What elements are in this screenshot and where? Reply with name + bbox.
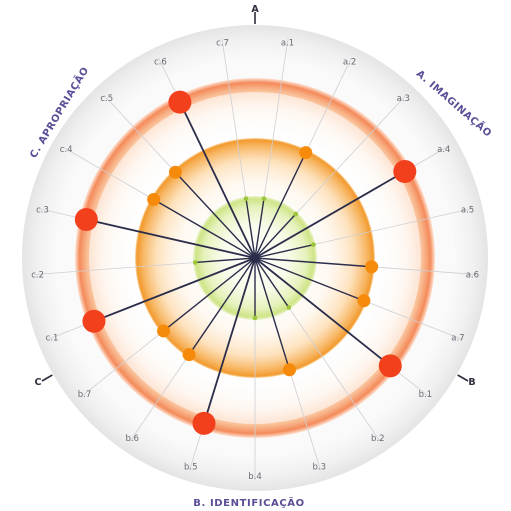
spoke-b-1 — [254, 257, 391, 367]
marker-b-5 — [192, 411, 216, 435]
boundary-label-a: A — [251, 4, 259, 15]
marker-b-1 — [378, 354, 402, 378]
spoke-c-4 — [153, 198, 256, 259]
marker-b-7 — [157, 324, 171, 338]
marker-a-7 — [357, 294, 371, 308]
marker-a-6 — [365, 260, 379, 274]
boundary-label-b: B — [468, 377, 475, 388]
marker-c-1 — [82, 309, 106, 333]
axis-label-a-6: a.6 — [466, 270, 479, 280]
spoke-a-5 — [254, 243, 314, 259]
spoke-a-7 — [254, 257, 365, 302]
marker-b-6 — [182, 348, 196, 362]
marker-c-5 — [168, 165, 182, 179]
spoke-a-4 — [254, 170, 406, 259]
spoke-c-2 — [195, 257, 256, 264]
axis-label-b-6: b.6 — [125, 434, 139, 444]
spoke-b-3 — [254, 257, 291, 371]
boundary-tick-c — [41, 374, 53, 382]
axis-label-c-2: c.2 — [31, 270, 44, 280]
spoke-b-2 — [254, 257, 290, 308]
axis-label-c-3: c.3 — [36, 205, 49, 215]
marker-a-4 — [393, 159, 417, 183]
marker-a-3 — [293, 211, 299, 217]
axis-label-c-7: c.7 — [216, 38, 229, 48]
marker-c-2 — [192, 260, 198, 265]
axis-label-a-4: a.4 — [437, 145, 450, 155]
boundary-label-c: C — [35, 377, 42, 388]
spoke-c-6 — [179, 101, 256, 259]
spoke-c-1 — [93, 257, 256, 323]
center-hub — [252, 255, 258, 261]
marker-a-1 — [261, 196, 267, 201]
spoke-c-3 — [86, 218, 256, 259]
marker-b-3 — [282, 363, 296, 377]
marker-b-4 — [252, 315, 258, 321]
marker-a-5 — [311, 242, 316, 247]
spoke-a-3 — [254, 213, 297, 259]
spoke-b-5 — [203, 257, 256, 424]
spoke-c-7 — [245, 198, 256, 259]
axis-label-c-6: c.6 — [154, 58, 167, 68]
spoke-b-7 — [163, 257, 256, 332]
marker-b-2 — [286, 305, 292, 310]
axis-label-b-4: b.4 — [248, 472, 262, 482]
axis-label-c-4: c.4 — [60, 145, 73, 155]
marker-c-4 — [147, 193, 161, 207]
spoke-b-6 — [188, 257, 256, 356]
boundary-tick-b — [457, 374, 469, 382]
axis-label-b-7: b.7 — [78, 390, 92, 400]
spoke-c-5 — [174, 171, 256, 259]
marker-c-6 — [168, 90, 192, 114]
axis-label-a-5: a.5 — [461, 205, 474, 215]
axis-label-c-5: c.5 — [100, 94, 113, 104]
marker-c-7 — [243, 196, 249, 201]
axis-label-c-1: c.1 — [46, 334, 59, 344]
marker-c-3 — [74, 208, 98, 232]
sector-label-b: B. IDENTIFICAÇÃO — [193, 496, 304, 509]
axis-label-a-7: a.7 — [451, 334, 464, 344]
spoke-a-2 — [254, 152, 307, 259]
spoke-a-6 — [254, 257, 372, 268]
axis-label-a-2: a.2 — [343, 58, 356, 68]
marker-a-2 — [299, 146, 313, 160]
axis-label-b-3: b.3 — [313, 462, 327, 472]
spoke-a-1 — [254, 198, 265, 259]
axis-label-b-5: b.5 — [184, 462, 198, 472]
axis-label-b-1: b.1 — [419, 390, 433, 400]
axis-label-b-2: b.2 — [371, 434, 385, 444]
axis-label-a-1: a.1 — [281, 38, 294, 48]
axis-label-a-3: a.3 — [397, 94, 410, 104]
